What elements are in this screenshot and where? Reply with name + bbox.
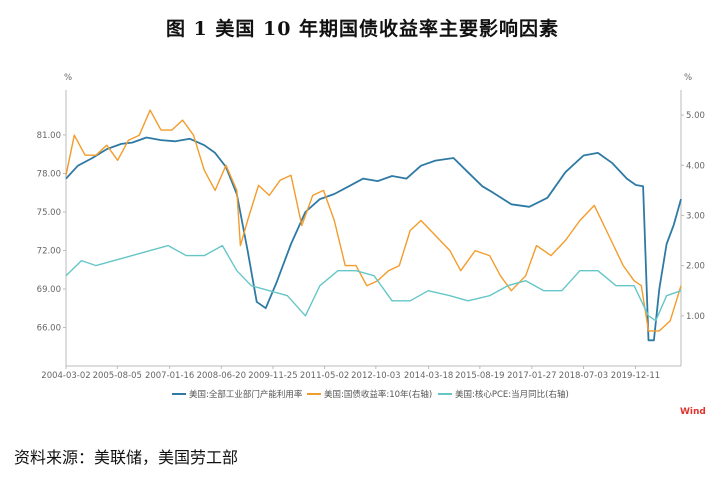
right-tick-label: 1.00 [686,312,705,322]
x-tick-label: 2005-08-05 [93,371,142,381]
left-axis-unit: % [64,73,72,83]
legend-label-2: 美国:核心PCE:当月同比(右轴) [455,389,569,400]
x-tick-label: 2015-08-19 [455,371,504,381]
right-tick-label: 4.00 [686,161,705,171]
left-tick-label: 78.00 [37,169,61,179]
x-tick-label: 2008-06-20 [197,371,246,381]
x-tick-label: 2014-03-18 [404,371,453,381]
right-tick-label: 3.00 [686,211,705,221]
chart-title: 图 1 美国 10 年期国债收益率主要影响因素 [165,18,560,40]
line-chart: % % 66.00 69.00 72.00 75.00 78.00 81.00 1.00 2… [37,73,706,417]
x-tick-label: 2019-12-11 [611,371,660,381]
x-tick-label: 2012-10-03 [351,371,400,381]
wind-watermark: Wind [680,407,706,417]
series-line-2 [65,244,682,322]
x-tick-label: 2004-03-02 [41,371,90,381]
legend-label-1: 美国:国债收益率:10年(右轴) [324,389,432,400]
x-tick-label: 2018-07-03 [559,371,608,381]
source-note: 资料来源：美联储，美国劳工部 [14,448,239,467]
x-tick-label: 2009-11-25 [248,371,297,381]
left-tick-label: 75.00 [37,208,61,218]
left-tick-label: 72.00 [37,246,61,256]
legend-label-0: 美国:全部工业部门产能利用率 [189,389,303,400]
x-tick-label: 2007-01-16 [145,371,194,381]
series-line-1 [65,109,682,332]
left-tick-label: 69.00 [37,285,61,295]
right-tick-label: 2.00 [686,262,705,272]
right-axis-unit: % [684,73,692,83]
left-tick-label: 66.00 [37,323,61,333]
x-tick-label: 2017-01-27 [507,371,556,381]
right-tick-label: 5.00 [686,111,705,121]
left-tick-label: 81.00 [37,131,61,141]
x-tick-label: 2011-05-02 [300,371,349,381]
series-line-0 [65,136,682,342]
